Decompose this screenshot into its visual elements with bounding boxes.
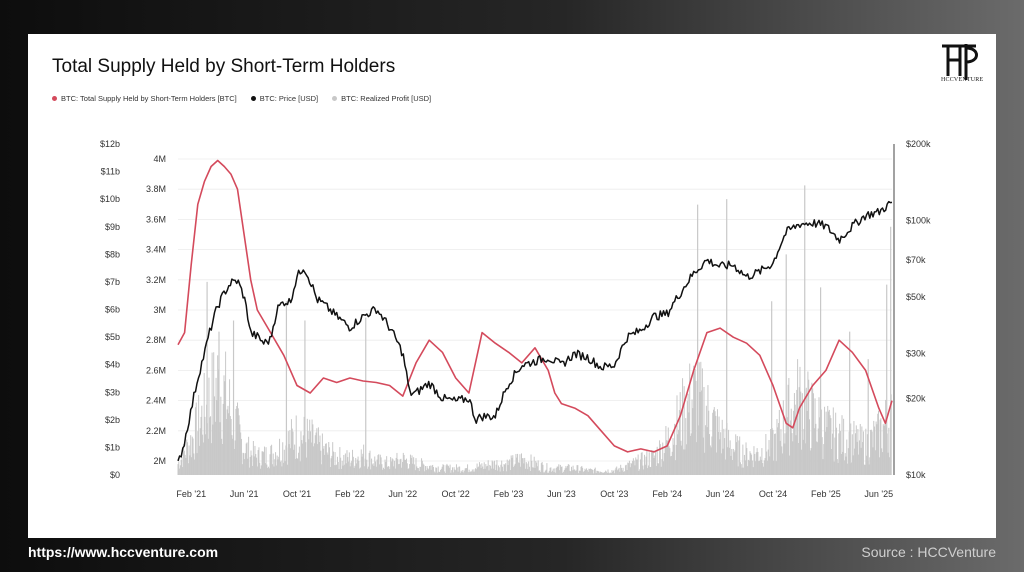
middle-axis-tick: 4M xyxy=(153,154,166,164)
x-axis-tick: Oct '24 xyxy=(759,489,787,499)
legend-dot-sth-supply xyxy=(52,96,57,101)
right-axis-tick: $10k xyxy=(906,470,926,480)
chart-card: Total Supply Held by Short-Term Holders … xyxy=(28,34,996,538)
left-axis-tick: $7b xyxy=(105,277,120,287)
middle-axis-tick: 3.6M xyxy=(146,214,166,224)
left-axis-tick: $11b xyxy=(101,167,120,177)
logo-wordmark: HCCVENTURE xyxy=(941,77,984,83)
sth-supply-line xyxy=(177,159,893,453)
right-axis-tick: $30k xyxy=(906,349,926,359)
chart-legend: BTC: Total Supply Held by Short-Term Hol… xyxy=(52,94,431,103)
middle-axis-tick: 2M xyxy=(153,456,166,466)
right-axis-tick: $200k xyxy=(906,139,931,149)
legend-dot-realized-profit xyxy=(332,96,338,101)
footer-url-link[interactable]: https://www.hccventure.com xyxy=(28,544,219,560)
legend-label-price: BTC: Price [USD] xyxy=(259,94,319,103)
right-axis-tick: $50k xyxy=(906,292,926,302)
middle-axis-tick: 3.8M xyxy=(146,184,166,194)
legend-item-sth-supply[interactable]: BTC: Total Supply Held by Short-Term Hol… xyxy=(52,94,237,103)
left-axis-tick: $8b xyxy=(105,249,120,259)
legend-label-realized-profit: BTC: Realized Profit [USD] xyxy=(341,94,432,103)
x-axis-tick: Feb '25 xyxy=(811,489,841,499)
x-axis-tick: Jun '25 xyxy=(864,489,893,499)
right-axis-tick: $70k xyxy=(906,255,926,265)
left-axis-tick: $1b xyxy=(105,442,120,452)
left-axis-tick: $6b xyxy=(105,305,120,315)
legend-label-sth-supply: BTC: Total Supply Held by Short-Term Hol… xyxy=(61,94,237,103)
x-axis-tick: Feb '24 xyxy=(652,489,682,499)
left-axis-tick: $10b xyxy=(100,194,120,204)
legend-dot-price xyxy=(250,96,256,101)
legend-item-price[interactable]: BTC: Price [USD] xyxy=(250,94,319,103)
x-axis-tick: Feb '22 xyxy=(335,489,365,499)
middle-axis-tick: 3.4M xyxy=(146,245,166,255)
middle-axis-tick: 3M xyxy=(153,305,166,315)
x-axis-tick: Jun '24 xyxy=(706,489,735,499)
chart-title: Total Supply Held by Short-Term Holders xyxy=(52,56,396,77)
x-axis-tick: Oct '21 xyxy=(283,489,311,499)
x-axis-tick: Jun '21 xyxy=(230,489,259,499)
x-axis-tick: Feb '23 xyxy=(494,489,524,499)
right-axis-tick: $20k xyxy=(906,393,926,403)
left-axis-tick: $9b xyxy=(105,222,120,232)
middle-axis-tick: 2.8M xyxy=(146,335,166,345)
price-line xyxy=(177,200,893,462)
hccventure-logo-icon xyxy=(942,44,978,80)
x-axis-tick: Feb '21 xyxy=(176,489,206,499)
x-axis-tick: Oct '22 xyxy=(442,489,470,499)
right-axis-tick: $100k xyxy=(906,216,931,226)
x-axis-tick: Jun '22 xyxy=(388,489,417,499)
x-axis-tick: Oct '23 xyxy=(600,489,628,499)
middle-axis-tick: 2.6M xyxy=(146,365,166,375)
footer-source-text: Source : HCCVenture xyxy=(861,544,996,560)
middle-axis-tick: 3.2M xyxy=(146,275,166,285)
left-axis-tick: $0 xyxy=(110,470,120,480)
left-axis-tick: $4b xyxy=(105,360,120,370)
left-axis-tick: $3b xyxy=(105,387,120,397)
middle-axis-tick: 2.4M xyxy=(146,396,166,406)
middle-axis-tick: 2.2M xyxy=(146,426,166,436)
left-axis-tick: $2b xyxy=(105,415,120,425)
chart-plot: $0 $1b $2b $3b $4b $5b $6b $7b $8b $9b $10b $11b $12… xyxy=(100,139,931,499)
left-axis-tick: $5b xyxy=(105,332,120,342)
legend-item-realized-profit[interactable]: BTC: Realized Profit [USD] xyxy=(332,94,431,103)
left-axis-tick: $12b xyxy=(100,139,120,149)
x-axis-tick: Jun '23 xyxy=(547,489,576,499)
